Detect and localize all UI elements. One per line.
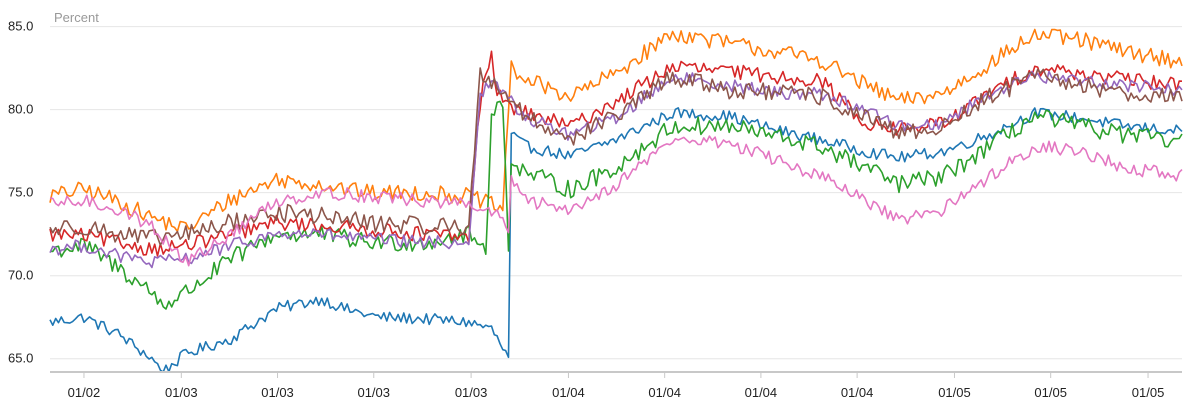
x-tick-label: 01/04 [841,385,874,400]
y-tick-label: 70.0 [8,268,33,283]
y-tick-label: 85.0 [8,19,33,34]
x-tick-label: 01/04 [648,385,681,400]
series-line [50,108,1182,372]
y-axis-ticks: 85.0 80.0 75.0 70.0 65.0 [8,19,33,366]
x-tick-label: 01/04 [745,385,778,400]
y-tick-label: 75.0 [8,185,33,200]
x-tick-label: 01/05 [1132,385,1165,400]
x-tick-label: 01/04 [552,385,585,400]
series-line [50,136,1182,266]
x-tick-label: 01/03 [261,385,294,400]
x-axis-ticks: 01/02 01/03 01/03 01/03 01/03 01/04 01/04 01/04… [68,372,1165,400]
x-tick-label: 01/02 [68,385,101,400]
x-tick-label: 01/03 [165,385,198,400]
x-tick-label: 01/03 [357,385,390,400]
y-axis-label: Percent [54,10,99,25]
series-line [50,30,1182,232]
gridlines [50,27,1182,359]
y-tick-label: 65.0 [8,351,33,366]
x-tick-label: 01/05 [938,385,971,400]
x-tick-label: 01/05 [1034,385,1067,400]
x-tick-label: 01/03 [455,385,488,400]
y-tick-label: 80.0 [8,102,33,117]
series-lines [50,30,1182,373]
series-line [50,68,1182,245]
